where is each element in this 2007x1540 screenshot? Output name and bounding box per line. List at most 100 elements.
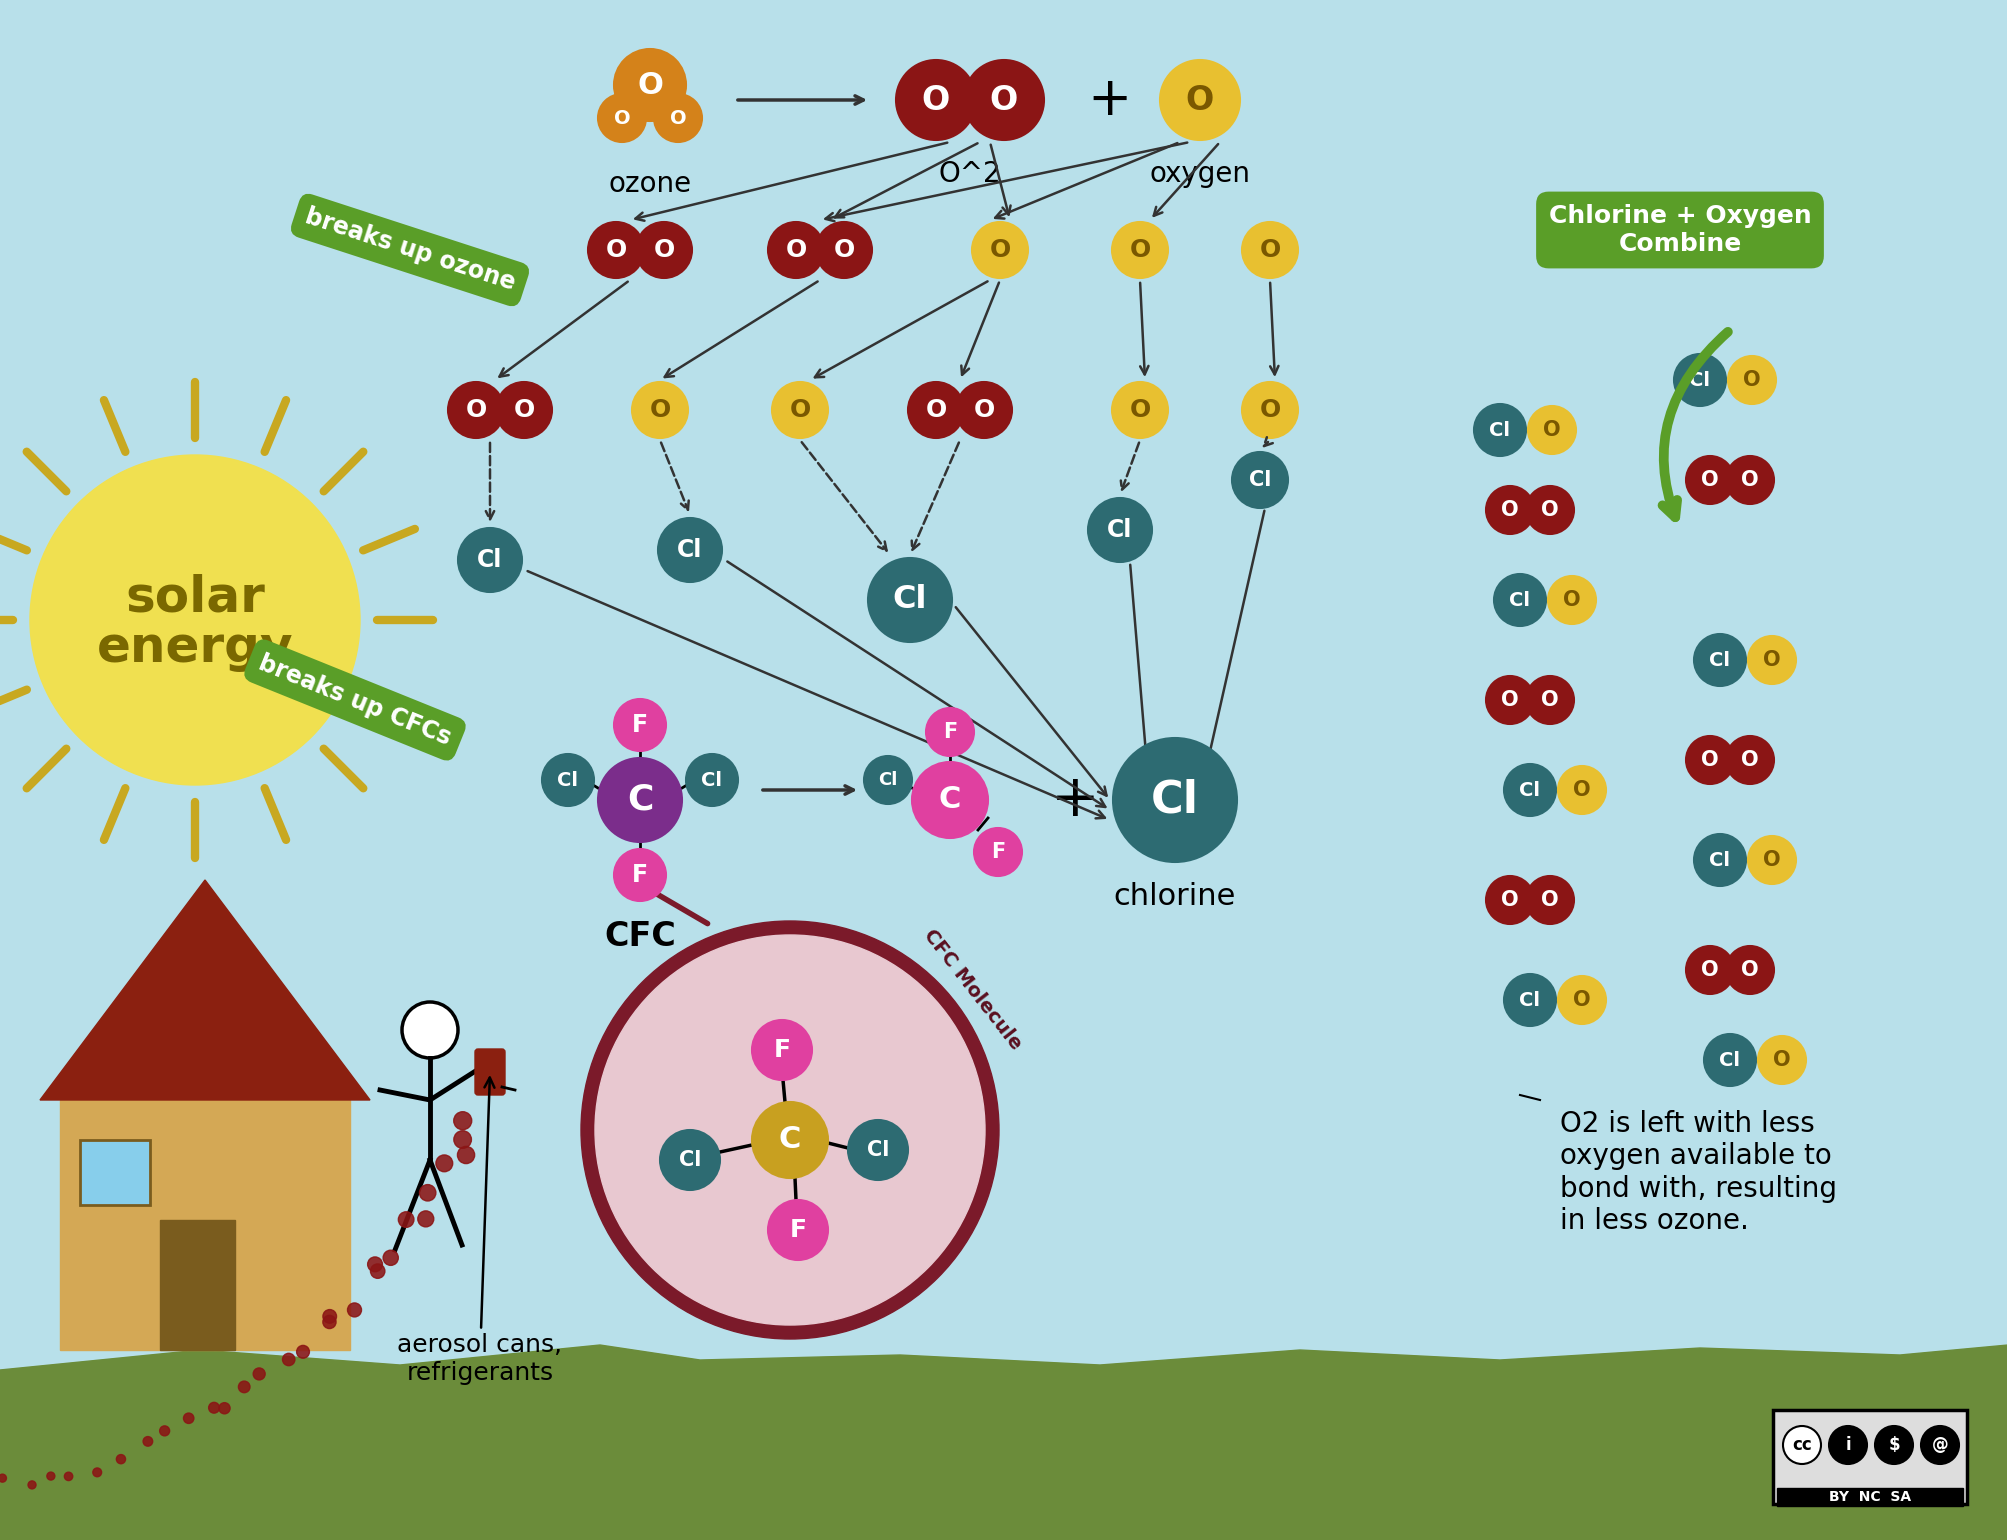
- Circle shape: [1875, 1426, 1913, 1465]
- Text: O: O: [1700, 750, 1718, 770]
- Circle shape: [419, 1184, 436, 1201]
- Text: C: C: [939, 785, 961, 815]
- Text: Cl: Cl: [678, 1150, 700, 1170]
- Circle shape: [1686, 456, 1734, 504]
- Circle shape: [614, 849, 666, 901]
- Text: O: O: [648, 397, 670, 422]
- Circle shape: [1557, 765, 1606, 815]
- Circle shape: [1232, 453, 1286, 508]
- Circle shape: [925, 708, 973, 756]
- Text: O: O: [1541, 500, 1557, 521]
- Text: F: F: [989, 842, 1006, 862]
- Circle shape: [614, 699, 666, 752]
- Circle shape: [1112, 382, 1168, 437]
- Text: breaks up CFCs: breaks up CFCs: [255, 650, 454, 750]
- Text: O: O: [1742, 370, 1760, 390]
- Circle shape: [580, 921, 999, 1338]
- Text: Cl: Cl: [478, 548, 502, 571]
- Circle shape: [815, 222, 871, 279]
- Circle shape: [1704, 1033, 1756, 1086]
- Circle shape: [658, 517, 723, 582]
- Circle shape: [458, 528, 522, 591]
- Circle shape: [1782, 1426, 1820, 1465]
- Text: C: C: [779, 1126, 801, 1155]
- Circle shape: [0, 1474, 6, 1481]
- Text: energy: energy: [96, 624, 293, 671]
- Text: O: O: [1258, 239, 1280, 262]
- Bar: [80, 1140, 151, 1204]
- Bar: [1776, 1488, 1963, 1506]
- Circle shape: [436, 1155, 452, 1172]
- Text: Chlorine + Oxygen
Combine: Chlorine + Oxygen Combine: [1547, 205, 1810, 256]
- Text: O: O: [1128, 239, 1150, 262]
- Circle shape: [116, 1455, 126, 1463]
- Circle shape: [283, 1354, 295, 1366]
- Circle shape: [92, 1468, 102, 1477]
- Circle shape: [347, 1303, 361, 1317]
- Circle shape: [323, 1309, 337, 1323]
- Text: O: O: [1740, 470, 1758, 490]
- Circle shape: [1242, 222, 1297, 279]
- Circle shape: [397, 1212, 413, 1227]
- Text: Cl: Cl: [867, 1140, 889, 1160]
- Text: Cl: Cl: [1106, 517, 1132, 542]
- Text: +: +: [1050, 772, 1098, 829]
- Circle shape: [1726, 736, 1772, 784]
- Text: O: O: [1501, 890, 1517, 910]
- Text: Cl: Cl: [1489, 420, 1509, 439]
- Text: Cl: Cl: [1509, 590, 1529, 610]
- Circle shape: [454, 1112, 472, 1130]
- Circle shape: [458, 1146, 474, 1164]
- Text: @: @: [1931, 1435, 1947, 1454]
- Text: O: O: [1762, 650, 1780, 670]
- Circle shape: [632, 382, 688, 437]
- Text: BY  NC  SA: BY NC SA: [1828, 1491, 1911, 1505]
- Text: Cl: Cl: [558, 770, 578, 790]
- FancyBboxPatch shape: [476, 1049, 504, 1095]
- Text: O: O: [1762, 850, 1780, 870]
- Circle shape: [973, 829, 1022, 876]
- Text: O: O: [921, 83, 949, 117]
- Text: O: O: [1543, 420, 1559, 440]
- Circle shape: [1726, 456, 1772, 504]
- Text: Cl: Cl: [1150, 779, 1198, 821]
- Text: $: $: [1887, 1435, 1899, 1454]
- Circle shape: [767, 222, 823, 279]
- Circle shape: [496, 382, 552, 437]
- Circle shape: [417, 1210, 434, 1227]
- Bar: [60, 1100, 349, 1351]
- Text: aerosol cans,
refrigerants: aerosol cans, refrigerants: [397, 1078, 562, 1384]
- Text: O: O: [1258, 397, 1280, 422]
- Circle shape: [1726, 946, 1772, 993]
- Text: O: O: [973, 397, 993, 422]
- Circle shape: [1828, 1426, 1867, 1465]
- Text: O: O: [1501, 500, 1517, 521]
- Text: breaks up ozone: breaks up ozone: [301, 205, 518, 296]
- Circle shape: [588, 222, 644, 279]
- Circle shape: [867, 557, 951, 642]
- Text: O: O: [785, 239, 807, 262]
- Text: O: O: [1772, 1050, 1790, 1070]
- Text: O: O: [833, 239, 855, 262]
- Text: O: O: [1740, 750, 1758, 770]
- Circle shape: [454, 1130, 472, 1149]
- Text: chlorine: chlorine: [1114, 882, 1236, 912]
- Text: O: O: [1186, 83, 1214, 117]
- Text: cc: cc: [1790, 1435, 1810, 1454]
- Text: Cl: Cl: [1708, 850, 1730, 870]
- Text: O^2: O^2: [937, 160, 1001, 188]
- Circle shape: [1160, 60, 1240, 140]
- FancyArrowPatch shape: [1662, 331, 1728, 517]
- Text: O2 is left with less
oxygen available to
bond with, resulting
in less ozone.: O2 is left with less oxygen available to…: [1559, 1110, 1836, 1235]
- Circle shape: [847, 1120, 907, 1180]
- Text: +: +: [1088, 74, 1132, 126]
- Circle shape: [771, 382, 827, 437]
- Text: O: O: [989, 83, 1018, 117]
- Circle shape: [367, 1257, 381, 1272]
- Circle shape: [401, 1003, 458, 1058]
- Text: Cl: Cl: [1519, 781, 1539, 799]
- Circle shape: [209, 1403, 219, 1414]
- Circle shape: [863, 756, 911, 804]
- Circle shape: [1756, 1036, 1804, 1084]
- Text: Cl: Cl: [676, 537, 702, 562]
